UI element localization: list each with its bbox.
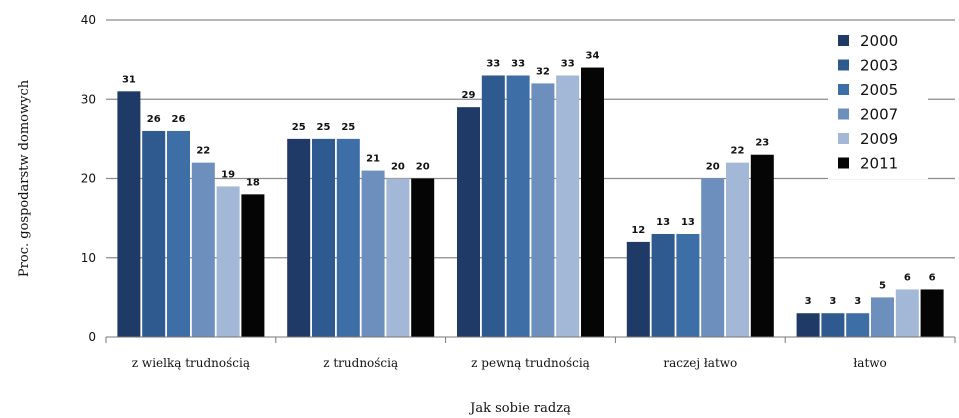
data-label: 6 bbox=[904, 272, 911, 283]
legend-swatch-2007 bbox=[838, 108, 849, 120]
bar-2005-3 bbox=[506, 75, 530, 337]
bar-2000-2 bbox=[287, 138, 311, 337]
bar-2007-5 bbox=[871, 297, 894, 337]
data-label: 32 bbox=[536, 66, 550, 77]
data-label: 20 bbox=[391, 162, 405, 173]
bar-2009-3 bbox=[556, 75, 580, 337]
legend-label: 2003 bbox=[860, 57, 898, 75]
data-label: 29 bbox=[462, 90, 476, 101]
x-tick-label: z pewną trudnością bbox=[471, 356, 590, 370]
bar-2011-1 bbox=[241, 194, 265, 337]
data-label: 22 bbox=[731, 146, 745, 157]
legend-label: 2007 bbox=[860, 106, 898, 124]
data-label: 22 bbox=[196, 146, 210, 157]
data-label: 21 bbox=[366, 154, 380, 165]
legend-label: 2011 bbox=[860, 155, 898, 173]
bars bbox=[117, 67, 944, 338]
bar-2005-5 bbox=[846, 313, 870, 337]
bar-2011-4 bbox=[750, 154, 774, 337]
bar-2009-5 bbox=[895, 289, 919, 337]
data-label: 13 bbox=[656, 217, 670, 228]
data-label: 20 bbox=[416, 162, 430, 173]
legend-swatch-2003 bbox=[838, 59, 849, 71]
data-label: 23 bbox=[755, 138, 769, 149]
data-label: 25 bbox=[292, 122, 306, 133]
bar-2011-2 bbox=[411, 178, 435, 337]
y-tick-label: 30 bbox=[81, 92, 96, 106]
data-label: 18 bbox=[246, 177, 260, 188]
x-tick-label: z trudnością bbox=[323, 356, 398, 370]
y-axis-title: Proc. gospodarstw domowych bbox=[17, 79, 32, 277]
bar-2007-1 bbox=[191, 162, 215, 337]
x-tick-label: z wielką trudnością bbox=[132, 356, 250, 370]
bar-2009-2 bbox=[386, 178, 410, 337]
bar-2007-4 bbox=[701, 178, 725, 337]
bar-2005-1 bbox=[167, 130, 190, 337]
bar-2000-4 bbox=[626, 241, 650, 337]
bar-2009-4 bbox=[726, 162, 749, 337]
bar-2003-2 bbox=[312, 138, 335, 337]
bar-2011-5 bbox=[920, 289, 944, 337]
bar-2005-2 bbox=[336, 138, 360, 337]
data-label: 33 bbox=[561, 58, 575, 69]
x-axis-title: Jak sobie radzą bbox=[468, 401, 571, 416]
bar-2007-3 bbox=[531, 83, 555, 338]
bar-2003-1 bbox=[142, 130, 166, 337]
data-label: 26 bbox=[172, 114, 186, 125]
legend-swatch-2000 bbox=[838, 35, 849, 46]
legend-label: 2005 bbox=[860, 81, 898, 99]
legend: 2000 2003 2005 2007 2009 2011 bbox=[828, 26, 928, 179]
legend-swatch-2009 bbox=[838, 133, 849, 144]
legend-label: 2009 bbox=[860, 130, 898, 148]
gridlines bbox=[106, 19, 955, 259]
legend-swatch-2011 bbox=[838, 157, 849, 169]
data-label: 25 bbox=[317, 122, 331, 133]
bar-2009-1 bbox=[216, 186, 240, 337]
bar-2000-1 bbox=[117, 91, 141, 337]
data-label: 20 bbox=[706, 162, 720, 173]
data-label: 34 bbox=[586, 51, 600, 62]
data-label: 19 bbox=[221, 169, 235, 180]
x-tick-label: raczej łatwo bbox=[663, 356, 737, 370]
bar-2003-3 bbox=[481, 75, 505, 337]
bar-2005-4 bbox=[676, 233, 700, 337]
data-label: 3 bbox=[829, 296, 836, 307]
bar-2003-5 bbox=[821, 313, 845, 337]
x-tick-label: łatwo bbox=[853, 356, 886, 370]
y-tick-label: 10 bbox=[81, 251, 96, 265]
data-label: 33 bbox=[511, 58, 525, 69]
data-label: 25 bbox=[341, 122, 355, 133]
y-tick-label: 40 bbox=[81, 13, 96, 27]
bar-2000-3 bbox=[457, 107, 480, 337]
bar-2000-5 bbox=[796, 313, 820, 337]
axes: 0 10 20 30 40 z wielką trudnością z trudnością… bbox=[81, 13, 956, 370]
bar-2003-4 bbox=[651, 233, 675, 337]
data-label: 5 bbox=[879, 280, 886, 291]
data-label: 31 bbox=[122, 74, 136, 85]
legend-swatch-2005 bbox=[838, 84, 849, 95]
legend-label: 2000 bbox=[860, 32, 898, 50]
bar-2007-2 bbox=[361, 170, 385, 337]
data-label: 13 bbox=[681, 217, 695, 228]
y-tick-label: 0 bbox=[88, 330, 96, 344]
y-tick-label: 20 bbox=[81, 172, 96, 186]
data-label: 3 bbox=[854, 296, 861, 307]
bar-2011-3 bbox=[581, 67, 604, 338]
data-label: 6 bbox=[929, 272, 936, 283]
data-label: 12 bbox=[631, 225, 645, 236]
data-label: 26 bbox=[147, 114, 161, 125]
data-label: 33 bbox=[486, 58, 500, 69]
data-label: 3 bbox=[805, 296, 812, 307]
legend-background bbox=[828, 26, 928, 179]
